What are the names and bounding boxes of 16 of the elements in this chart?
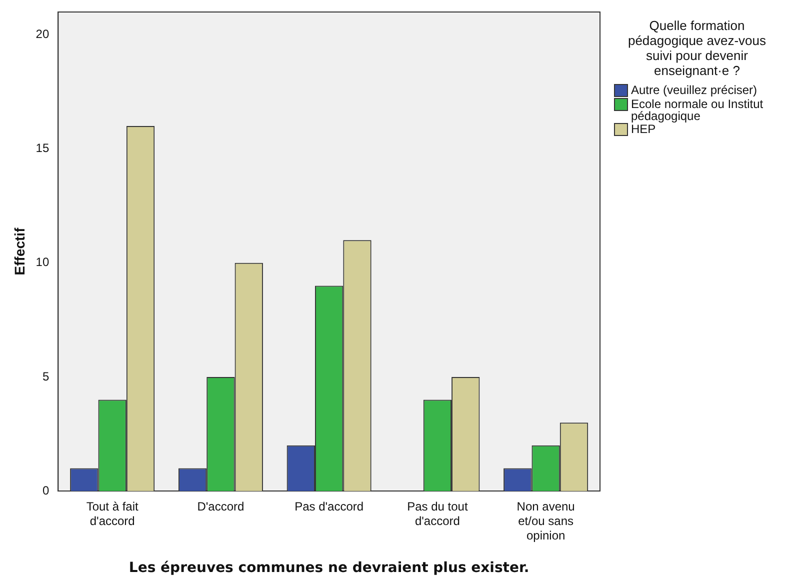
y-tick-label: 5 [42,369,50,384]
y-axis-title: Effectif [11,227,28,276]
y-tick-label: 15 [36,141,50,156]
y-tick-label: 20 [36,27,50,42]
legend-title: Quelle formation pédagogique avez-vous suivi pour devenir enseignant·e ? [626,18,768,78]
y-tick-label: 10 [36,255,50,270]
legend-label: HEP [631,122,656,136]
x-tick-label: Pas du tout d'accord [407,500,468,528]
y-tick-label: 0 [42,483,50,498]
legend-label: Autre (veuillez préciser) [631,83,758,97]
x-tick-label: Non avenu et/ou sans opinion [516,500,575,542]
x-tick-label: Tout à fait d'accord [86,500,140,528]
x-axis-title: Les épreuves communes ne devraient plus exister. [128,560,530,576]
legend-label: Ecole normale ou Institut pédagogique [631,97,764,123]
x-tick-label: Pas d'accord [294,500,364,514]
x-tick-label: D'accord [197,500,244,514]
